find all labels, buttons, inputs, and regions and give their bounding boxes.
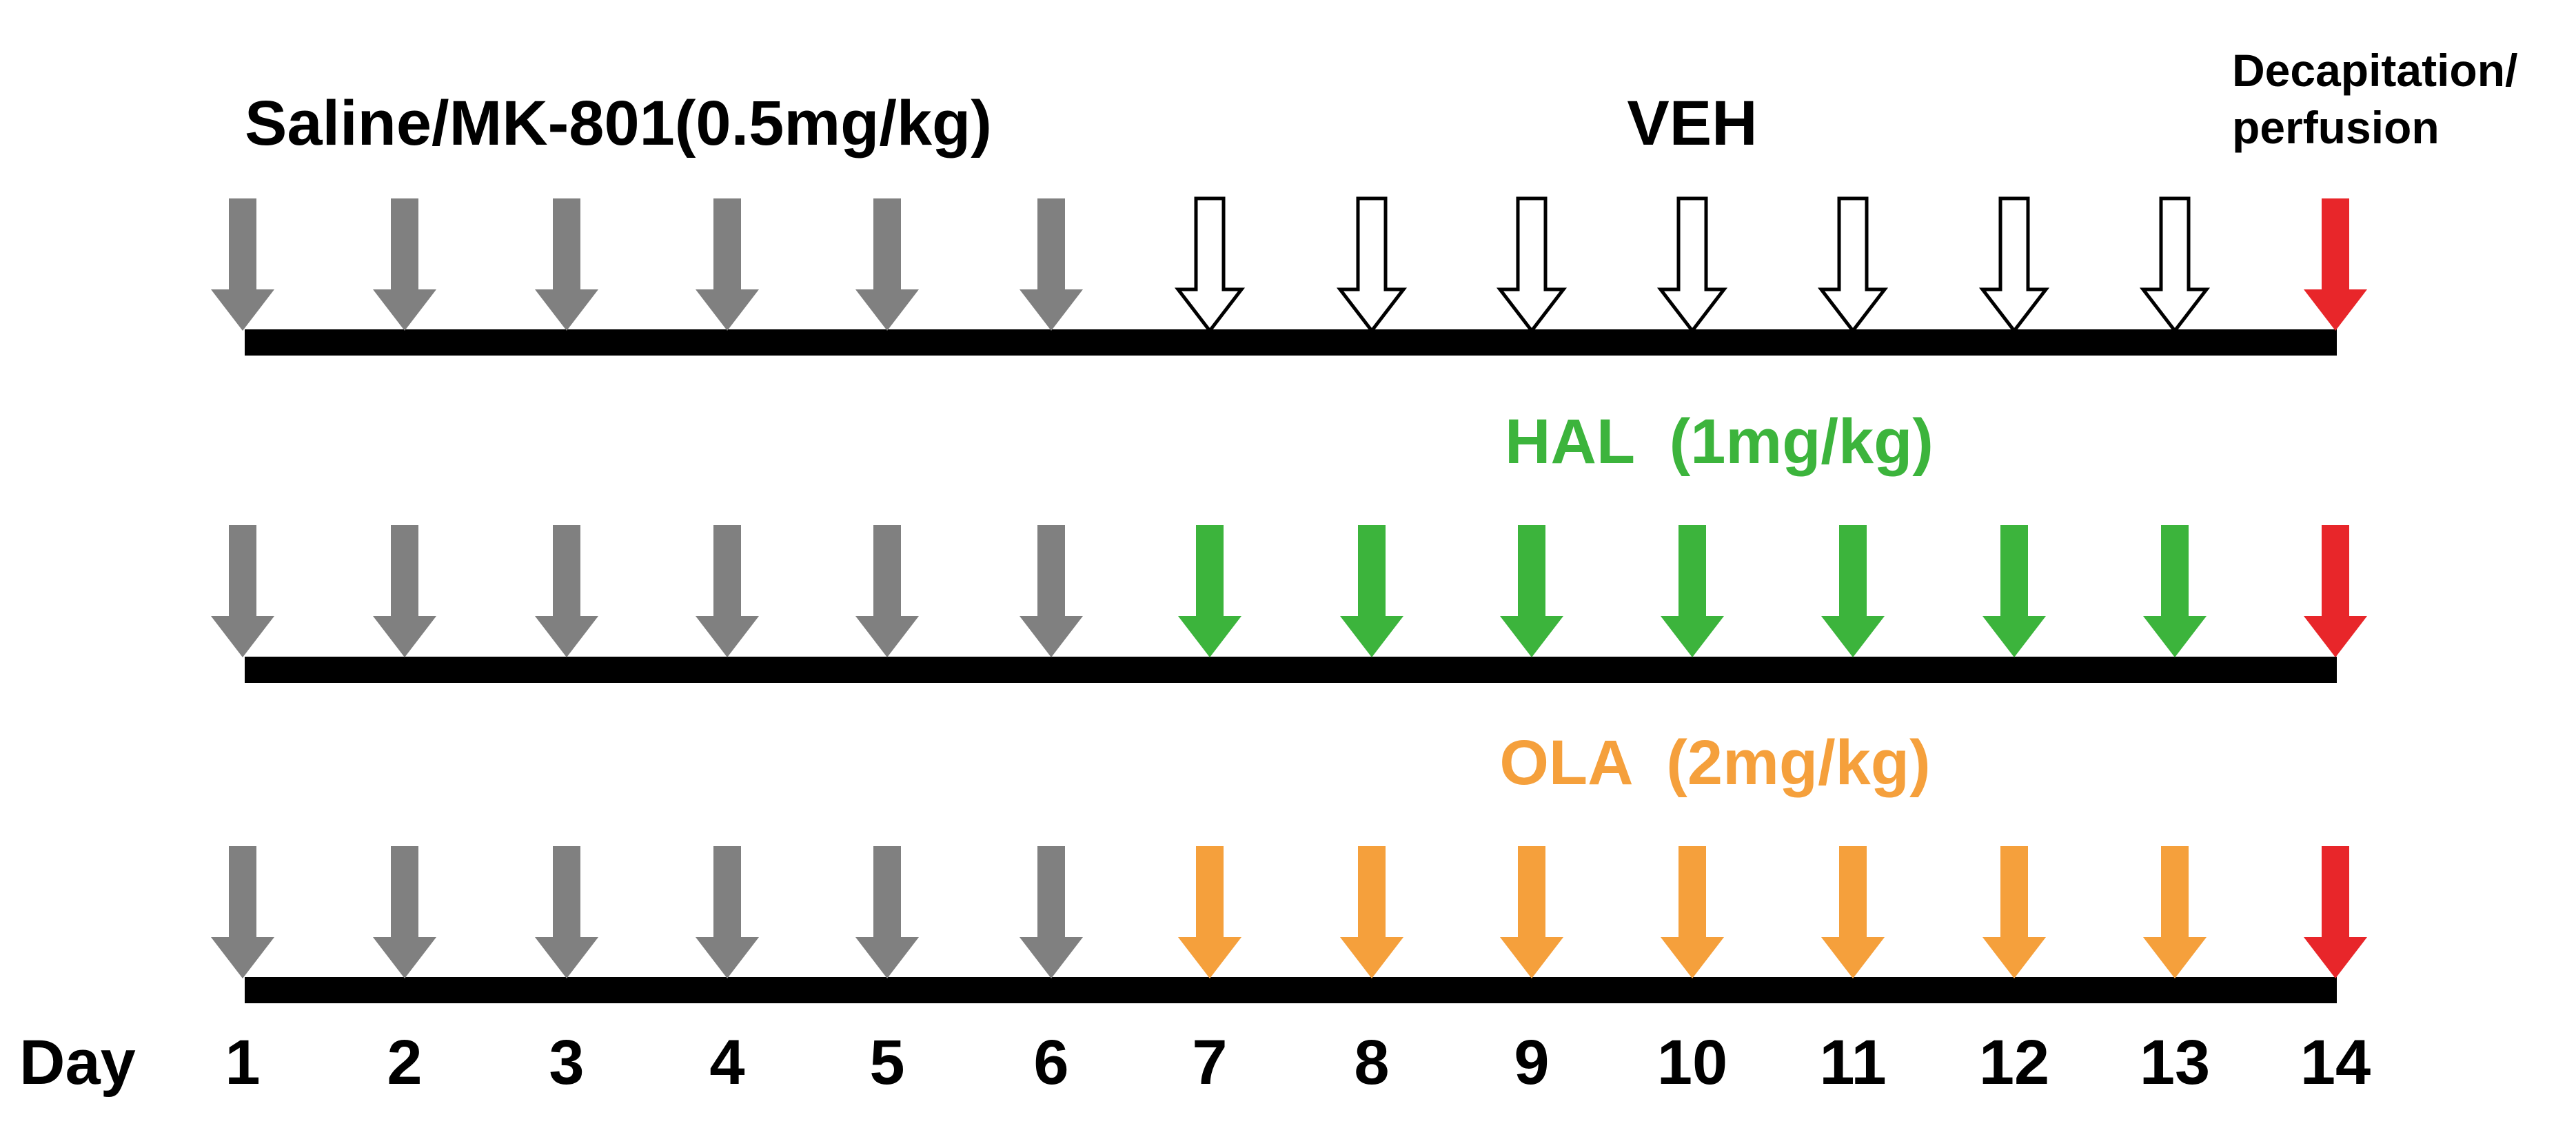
day-label-5: 5 xyxy=(869,1027,904,1098)
hal-treatment-arrow-day-9 xyxy=(1500,525,1563,657)
hal-treatment-arrow-day-11 xyxy=(1821,525,1885,657)
veh-treatment-arrow-day-13 xyxy=(2139,196,2211,334)
veh-injection-arrow-day-4 xyxy=(696,198,759,331)
ola-injection-arrow-day-2 xyxy=(373,846,436,978)
day-label-10: 10 xyxy=(1657,1027,1727,1098)
ola-injection-arrow-day-3 xyxy=(535,846,598,978)
day-axis-label: Day xyxy=(19,1027,136,1098)
ola-treatment-arrow-day-7 xyxy=(1178,846,1241,978)
day-label-8: 8 xyxy=(1354,1027,1389,1098)
hal-injection-arrow-day-5 xyxy=(855,525,919,657)
endpoint-label-line2: perfusion xyxy=(2232,102,2440,153)
ola-treatment-arrow-day-8 xyxy=(1340,846,1403,978)
hal-treatment-arrow-day-12 xyxy=(1982,525,2046,657)
veh-injection-arrow-day-1 xyxy=(211,198,274,331)
hal-treatment-arrow-day-13 xyxy=(2143,525,2207,657)
veh-injection-arrow-day-6 xyxy=(1020,198,1083,331)
day-label-2: 2 xyxy=(387,1027,422,1098)
arrow-group xyxy=(211,196,2367,978)
ola-treatment-arrow-day-12 xyxy=(1982,846,2046,978)
timeline-bar-hal xyxy=(245,657,2337,683)
day-label-7: 7 xyxy=(1192,1027,1227,1098)
timeline-bar-veh xyxy=(245,329,2337,356)
ola-treatment-arrow-day-13 xyxy=(2143,846,2207,978)
day-label-6: 6 xyxy=(1033,1027,1068,1098)
day-label-12: 12 xyxy=(1979,1027,2049,1098)
ola-treatment-arrow-day-9 xyxy=(1500,846,1563,978)
hal-injection-arrow-day-6 xyxy=(1020,525,1083,657)
ola-endpoint-arrow-day-14 xyxy=(2304,846,2367,978)
veh-treatment-arrow-day-9 xyxy=(1496,196,1568,334)
ola-group-label: OLA (2mg/kg) xyxy=(1499,728,1930,798)
hal-endpoint-arrow-day-14 xyxy=(2304,525,2367,657)
timeline-bar-ola xyxy=(245,977,2337,1003)
day-label-11: 11 xyxy=(1819,1027,1886,1098)
veh-injection-arrow-day-2 xyxy=(373,198,436,331)
hal-injection-arrow-day-3 xyxy=(535,525,598,657)
veh-treatment-arrow-day-7 xyxy=(1174,196,1246,334)
ola-treatment-arrow-day-10 xyxy=(1661,846,1724,978)
phase1-label: Saline/MK-801(0.5mg/kg) xyxy=(245,88,992,158)
veh-injection-arrow-day-3 xyxy=(535,198,598,331)
veh-endpoint-arrow-day-14 xyxy=(2304,198,2367,331)
hal-injection-arrow-day-4 xyxy=(696,525,759,657)
hal-injection-arrow-day-2 xyxy=(373,525,436,657)
hal-treatment-arrow-day-8 xyxy=(1340,525,1403,657)
day-label-4: 4 xyxy=(709,1027,744,1098)
day-label-9: 9 xyxy=(1514,1027,1549,1098)
veh-treatment-arrow-day-8 xyxy=(1336,196,1408,334)
veh-treatment-arrow-day-10 xyxy=(1656,196,1728,334)
ola-injection-arrow-day-1 xyxy=(211,846,274,978)
day-label-14: 14 xyxy=(2300,1027,2371,1098)
veh-group-label: VEH xyxy=(1627,88,1757,158)
ola-treatment-arrow-day-11 xyxy=(1821,846,1885,978)
hal-treatment-arrow-day-10 xyxy=(1661,525,1724,657)
veh-treatment-arrow-day-12 xyxy=(1978,196,2050,334)
day-label-3: 3 xyxy=(549,1027,584,1098)
day-tick-labels: 1 2 3 4 5 6 7 8 9 10 11 12 13 14 xyxy=(225,1027,2371,1098)
hal-treatment-arrow-day-7 xyxy=(1178,525,1241,657)
hal-injection-arrow-day-1 xyxy=(211,525,274,657)
day-label-1: 1 xyxy=(225,1027,260,1098)
endpoint-label-line1: Decapitation/ xyxy=(2232,45,2517,96)
ola-injection-arrow-day-4 xyxy=(696,846,759,978)
ola-injection-arrow-day-5 xyxy=(855,846,919,978)
ola-injection-arrow-day-6 xyxy=(1020,846,1083,978)
veh-injection-arrow-day-5 xyxy=(855,198,919,331)
hal-group-label: HAL (1mg/kg) xyxy=(1505,407,1934,477)
veh-treatment-arrow-day-11 xyxy=(1817,196,1889,334)
day-label-13: 13 xyxy=(2140,1027,2210,1098)
